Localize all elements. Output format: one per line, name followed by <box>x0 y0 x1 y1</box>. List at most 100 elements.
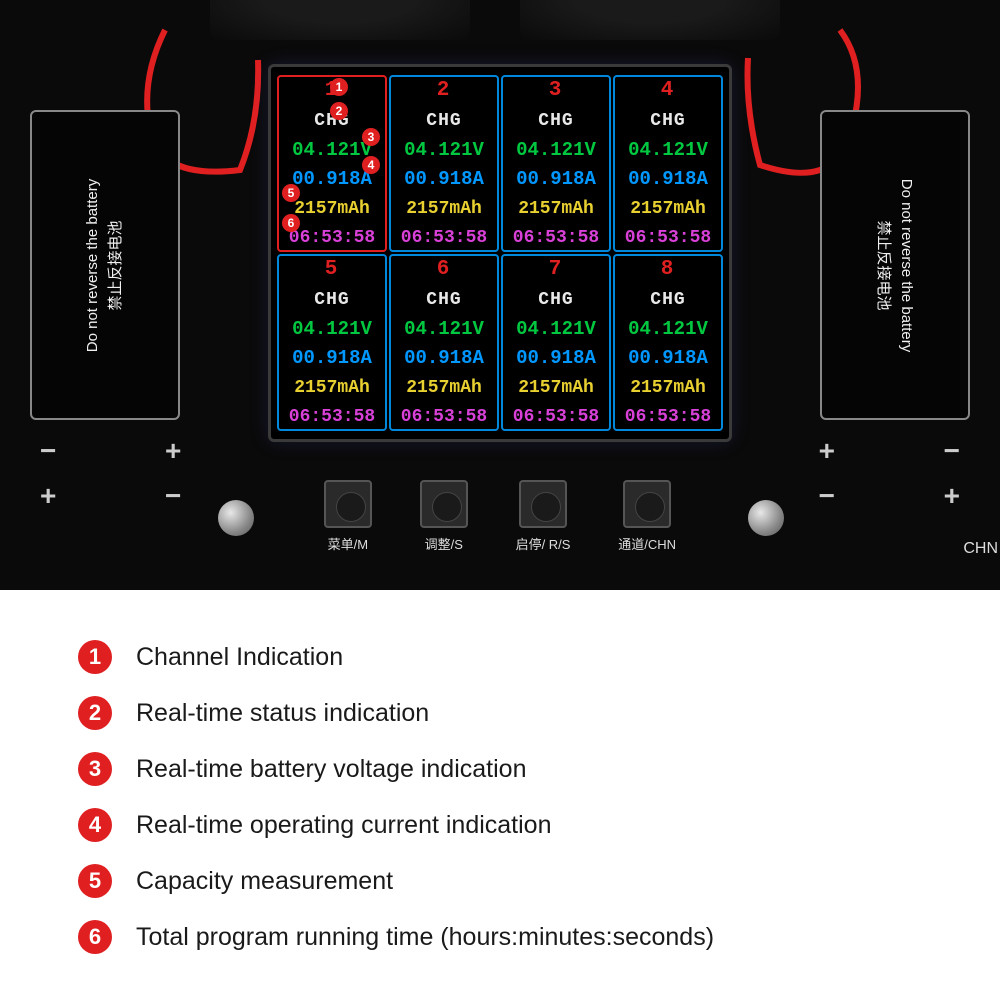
channel-voltage: 04.121V <box>507 320 605 339</box>
slot-warning-right: Do not reverse the battery 禁止反接电池 <box>873 178 918 351</box>
channel-status: CHG <box>619 112 717 130</box>
channel-voltage: 04.121V <box>507 141 605 160</box>
channel-time: 06:53:58 <box>395 229 493 247</box>
channel-status: CHG <box>619 291 717 309</box>
channel-capacity: 2157mAh <box>283 379 381 397</box>
chn-port-label: CHN <box>963 540 998 558</box>
legend-badge: 6 <box>78 920 112 954</box>
channel-time: 06:53:58 <box>507 229 605 247</box>
channel-number: 2 <box>395 80 493 101</box>
device-photo-area: Do not reverse the battery 禁止反接电池 Do not… <box>0 0 1000 590</box>
channel-capacity: 2157mAh <box>395 200 493 218</box>
channel-current: 00.918A <box>395 170 493 189</box>
channel-cell-3: 3CHG04.121V00.918A2157mAh06:53:58 <box>501 75 611 252</box>
channel-cell-7: 7 CHG 04.121V 00.918A 2157mAh 06:53:58 <box>501 254 611 431</box>
legend-text: Capacity measurement <box>136 867 393 896</box>
legend-text: Channel Indication <box>136 643 343 672</box>
hardware-button-row: 菜单/M 调整/S 启停/ R/S 通道/CHN <box>300 480 700 553</box>
channel-voltage: 04.121V <box>395 141 493 160</box>
slot-warning-en: Do not reverse the battery <box>899 178 916 351</box>
channel-number: 6 <box>395 259 493 280</box>
legend-item-1: 1 Channel Indication <box>78 640 922 674</box>
channel-cell-4: 4CHG04.121V00.918A2157mAh06:53:58 <box>613 75 723 252</box>
channel-time: 06:53:58 <box>395 408 493 426</box>
polarity-plus: + <box>944 480 960 512</box>
legend-badge: 3 <box>78 752 112 786</box>
cooling-fan-left <box>210 0 470 40</box>
screw <box>218 500 254 536</box>
hw-button[interactable]: 菜单/M <box>324 480 372 553</box>
channel-capacity: 2157mAh <box>507 379 605 397</box>
battery-slot-right: Do not reverse the battery 禁止反接电池 <box>820 110 970 420</box>
button-cap[interactable] <box>324 480 372 528</box>
annotation-badge-3: 3 <box>362 128 380 146</box>
channel-current: 00.918A <box>283 349 381 368</box>
slot-warning-cn: 禁止反接电池 <box>876 220 893 310</box>
annotation-badge-6: 6 <box>282 214 300 232</box>
legend-text: Real-time status indication <box>136 699 429 728</box>
polarity-minus: − <box>819 480 835 512</box>
channel-cell-5: 5CHG04.121V00.918A2157mAh06:53:58 <box>277 254 387 431</box>
channel-status: CHG <box>395 291 493 309</box>
channel-number: 4 <box>619 80 717 101</box>
channel-cell-8: 8CHG04.121V00.918A2157mAh06:53:58 <box>613 254 723 431</box>
polarity-plus: + <box>819 435 835 467</box>
channel-number: 5 <box>283 259 381 280</box>
polarity-minus: − <box>944 435 960 467</box>
channel-capacity: 2157mAh <box>619 379 717 397</box>
legend-item-2: 2 Real-time status indication <box>78 696 922 730</box>
legend-item-5: 5 Capacity measurement <box>78 864 922 898</box>
screw <box>748 500 784 536</box>
channel-cell-2: 2 CHG 04.121V 00.918A 2157mAh 06:53:58 <box>389 75 499 252</box>
channel-status: CHG <box>283 291 381 309</box>
lcd-screen: 1 CHG 04.121V 00.918A 2157mAh 06:53:58 2 CHG 04.… <box>268 64 732 442</box>
legend-item-3: 3 Real-time battery voltage indication <box>78 752 922 786</box>
button-cap[interactable] <box>420 480 468 528</box>
legend-badge: 4 <box>78 808 112 842</box>
channel-capacity: 2157mAh <box>507 200 605 218</box>
battery-slot-left: Do not reverse the battery 禁止反接电池 <box>30 110 180 420</box>
channel-status: CHG <box>395 112 493 130</box>
slot-warning-cn: 禁止反接电池 <box>107 220 124 310</box>
button-cap[interactable] <box>519 480 567 528</box>
button-label: 启停/ R/S <box>516 534 571 553</box>
legend-badge: 5 <box>78 864 112 898</box>
slot-warning-left: Do not reverse the battery 禁止反接电池 <box>83 178 128 351</box>
polarity-minus: − <box>165 480 181 512</box>
polarity-minus: − <box>40 435 56 467</box>
hw-button[interactable]: 调整/S <box>420 480 468 553</box>
legend-text: Real-time battery voltage indication <box>136 755 526 784</box>
channel-current: 00.918A <box>619 349 717 368</box>
hw-button[interactable]: 通道/CHN <box>618 480 676 553</box>
channel-voltage: 04.121V <box>619 320 717 339</box>
channel-current: 00.918A <box>507 349 605 368</box>
legend-item-6: 6 Total program running time (hours:minut… <box>78 920 922 954</box>
annotation-badge-4: 4 <box>362 156 380 174</box>
channel-status: CHG <box>507 291 605 309</box>
channel-current: 00.918A <box>507 170 605 189</box>
channel-number: 7 <box>507 259 605 280</box>
button-label: 通道/CHN <box>618 534 676 553</box>
legend-badge: 2 <box>78 696 112 730</box>
channel-voltage: 04.121V <box>395 320 493 339</box>
button-cap[interactable] <box>623 480 671 528</box>
channel-number: 3 <box>507 80 605 101</box>
channel-time: 06:53:58 <box>283 229 381 247</box>
legend-badge: 1 <box>78 640 112 674</box>
polarity-plus: + <box>40 480 56 512</box>
annotation-badge-1: 1 <box>330 78 348 96</box>
channel-time: 06:53:58 <box>619 408 717 426</box>
slot-warning-en: Do not reverse the battery <box>85 178 102 351</box>
legend-list: 1 Channel Indication 2 Real-time status ind… <box>0 590 1000 1006</box>
channel-capacity: 2157mAh <box>619 200 717 218</box>
legend-text: Real-time operating current indication <box>136 811 552 840</box>
hw-button[interactable]: 启停/ R/S <box>516 480 571 553</box>
annotation-badge-5: 5 <box>282 184 300 202</box>
legend-text: Total program running time (hours:minute… <box>136 923 714 952</box>
annotation-badge-2: 2 <box>330 102 348 120</box>
polarity-plus: + <box>165 435 181 467</box>
legend-item-4: 4 Real-time operating current indication <box>78 808 922 842</box>
channel-time: 06:53:58 <box>507 408 605 426</box>
channel-current: 00.918A <box>395 349 493 368</box>
channel-voltage: 04.121V <box>619 141 717 160</box>
